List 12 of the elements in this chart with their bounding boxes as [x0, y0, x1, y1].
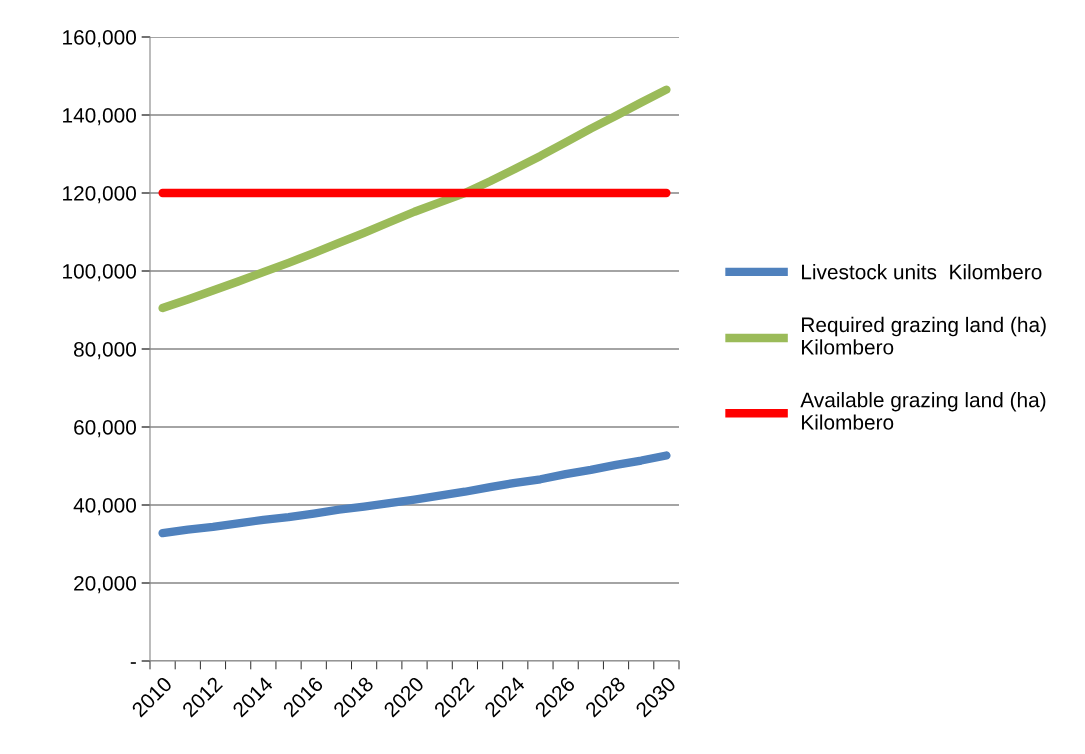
y-tick-label: 60,000 [74, 420, 136, 438]
y-tick-label: 40,000 [73, 498, 136, 516]
y-tick-label: 120,000 [63, 186, 136, 204]
legend-label: Required grazing land (ha) Kilombero [802, 316, 1046, 355]
y-tick-label: 100,000 [63, 264, 136, 282]
legend-label: Available grazing land (ha) Kilombero [800, 392, 1046, 430]
y-tick-label: - [130, 662, 136, 664]
y-tick-label: 80,000 [74, 342, 136, 360]
legend-label: Livestock units Kilombero [802, 264, 1042, 280]
y-tick-label: 160,000 [63, 30, 136, 48]
y-tick-label: 20,000 [74, 576, 136, 594]
y-tick-label: 140,000 [63, 108, 136, 126]
